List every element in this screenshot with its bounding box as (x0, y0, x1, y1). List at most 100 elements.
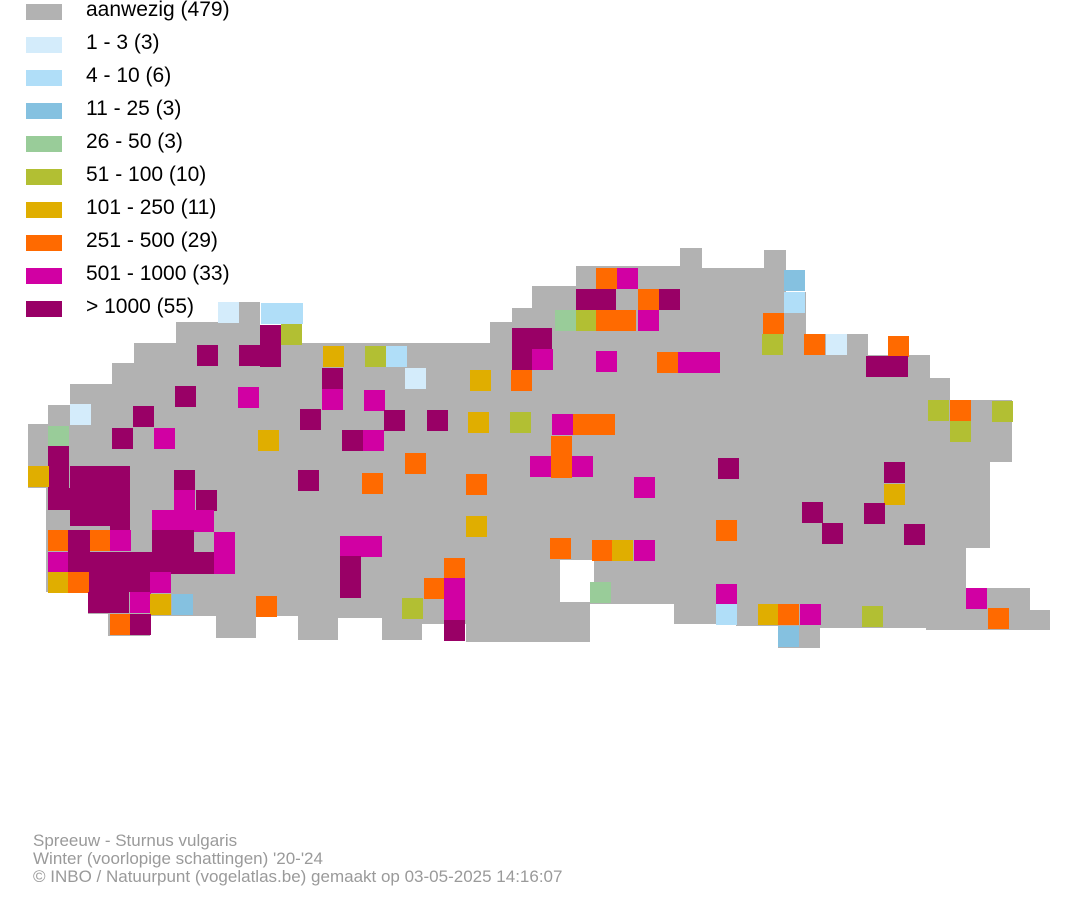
count-cell (638, 289, 659, 310)
count-cell (634, 540, 655, 561)
legend-swatch (26, 136, 62, 152)
count-cell (551, 436, 572, 478)
count-cell (596, 310, 636, 331)
count-cell (550, 538, 571, 559)
count-cell (716, 520, 737, 541)
count-cell (864, 503, 885, 524)
count-cell (405, 453, 426, 474)
count-cell (342, 430, 363, 451)
count-cell (130, 592, 151, 613)
count-cell (596, 351, 617, 372)
count-cell (884, 484, 905, 505)
count-cell (466, 516, 487, 537)
legend-label: 11 - 25 (3) (86, 97, 182, 120)
count-cell (612, 540, 633, 561)
count-cell (424, 578, 445, 599)
count-cell (218, 302, 239, 323)
legend-swatch (26, 268, 62, 284)
count-cell (48, 552, 68, 574)
count-cell (888, 336, 909, 357)
count-cell (576, 310, 597, 331)
legend-label: 51 - 100 (10) (86, 163, 207, 186)
legend-item: 11 - 25 (3) (26, 97, 356, 121)
count-cell (966, 588, 987, 609)
count-cell (152, 510, 214, 532)
count-cell (214, 532, 235, 553)
count-cell (108, 592, 129, 613)
map-count-cells (28, 268, 1013, 647)
count-cell (659, 289, 680, 310)
count-cell (365, 346, 386, 367)
count-cell (48, 572, 69, 593)
count-cell (322, 389, 343, 410)
legend-item: 251 - 500 (29) (26, 229, 356, 253)
legend-swatch (26, 169, 62, 185)
legend-item: 4 - 10 (6) (26, 64, 356, 88)
count-cell (322, 368, 343, 389)
legend-swatch (26, 37, 62, 53)
count-cell (110, 614, 131, 635)
count-cell (716, 604, 737, 625)
count-cell (281, 324, 302, 345)
count-cell (862, 606, 883, 627)
count-cell (822, 523, 843, 544)
count-cell (238, 387, 259, 408)
map-credits: Spreeuw - Sturnus vulgaris Winter (voorl… (33, 832, 562, 886)
count-cell (260, 325, 281, 367)
legend-label: > 1000 (55) (86, 295, 194, 318)
count-cell (174, 470, 195, 491)
count-cell (804, 334, 825, 355)
count-cell (592, 540, 613, 561)
count-cell (48, 446, 69, 488)
count-cell (197, 345, 218, 366)
count-cell (950, 400, 971, 421)
count-cell (784, 270, 805, 291)
legend-swatch (26, 301, 62, 317)
count-cell (866, 356, 908, 377)
count-cell (444, 558, 465, 579)
count-cell (150, 572, 171, 593)
species-name: Spreeuw - Sturnus vulgaris (33, 831, 238, 850)
legend-label: 251 - 500 (29) (86, 229, 218, 252)
count-cell (130, 614, 151, 635)
count-cell (362, 473, 383, 494)
count-cell (763, 313, 784, 334)
legend-label: 4 - 10 (6) (86, 64, 172, 87)
count-cell (364, 390, 385, 411)
count-cell (48, 426, 69, 447)
count-cell (678, 352, 720, 373)
count-cell (511, 370, 532, 391)
count-cell (133, 406, 154, 427)
count-cell (950, 421, 971, 442)
legend-swatch (26, 202, 62, 218)
count-cell (532, 349, 553, 370)
count-cell (405, 368, 426, 389)
count-cell (384, 410, 405, 431)
count-cell (884, 462, 905, 483)
count-cell (530, 456, 551, 477)
count-cell (802, 502, 823, 523)
count-cell (174, 490, 195, 511)
legend-label: 501 - 1000 (33) (86, 262, 230, 285)
legend-item: > 1000 (55) (26, 295, 356, 319)
count-cell (110, 530, 131, 551)
count-cell (596, 268, 617, 289)
count-cell (239, 345, 260, 366)
legend-swatch (26, 235, 62, 251)
count-cell (904, 524, 925, 545)
legend-item: 26 - 50 (3) (26, 130, 356, 154)
count-cell (778, 626, 799, 647)
count-cell (323, 346, 344, 367)
count-cell (48, 488, 70, 510)
legend-swatch (26, 4, 62, 20)
legend-item: 501 - 1000 (33) (26, 262, 356, 286)
legend-item: aanwezig (479) (26, 0, 356, 22)
count-cell (112, 428, 133, 449)
count-cell (826, 334, 847, 355)
legend-label: 1 - 3 (3) (86, 31, 160, 54)
count-cell (300, 409, 321, 430)
count-cell (214, 552, 235, 574)
count-cell (68, 572, 89, 593)
count-cell (340, 556, 361, 598)
count-cell (470, 370, 491, 391)
